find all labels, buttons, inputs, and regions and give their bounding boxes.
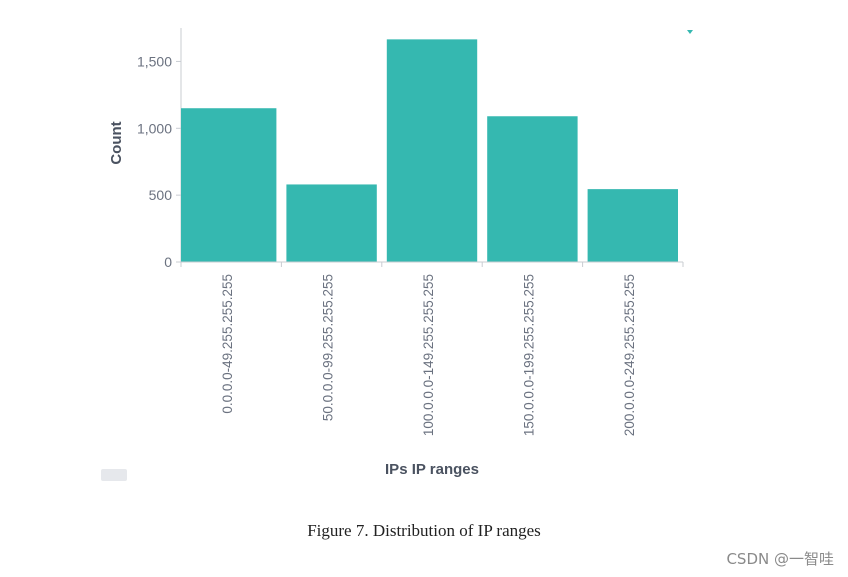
corner-marker-icon [687,30,693,34]
bar [487,116,578,262]
y-tick-label: 0 [164,254,172,270]
bar [386,39,478,262]
y-tick-label: 500 [149,187,173,203]
x-tick-label: 50.0.0.0-99.255.255.255 [321,274,336,421]
watermark: CSDN @一智哇 [726,550,834,568]
bar [181,108,277,262]
x-tick-label: 100.0.0.0-149.255.255.255 [421,274,436,436]
bar [286,184,377,262]
bar [587,189,678,262]
bars [181,39,678,262]
scroll-chip [101,469,127,481]
x-tick-label: 150.0.0.0-199.255.255.255 [521,274,536,436]
y-tick-label: 1,500 [137,53,172,69]
bar-chart: 0 500 1,000 1,500 0.0.0.0-49.255.255.255 50.… [108,28,693,478]
y-tick-label: 1,000 [137,120,172,136]
x-axis: 0.0.0.0-49.255.255.255 50.0.0.0-99.255.25… [180,261,684,436]
x-tick-label: 0.0.0.0-49.255.255.255 [220,274,235,414]
x-axis-label: IPs IP ranges [385,461,479,478]
x-tick-label: 200.0.0.0-249.255.255.255 [622,274,637,436]
y-axis: 0 500 1,000 1,500 [137,28,182,270]
y-axis-label: Count [108,121,125,164]
figure-caption: Figure 7. Distribution of IP ranges [307,521,541,540]
